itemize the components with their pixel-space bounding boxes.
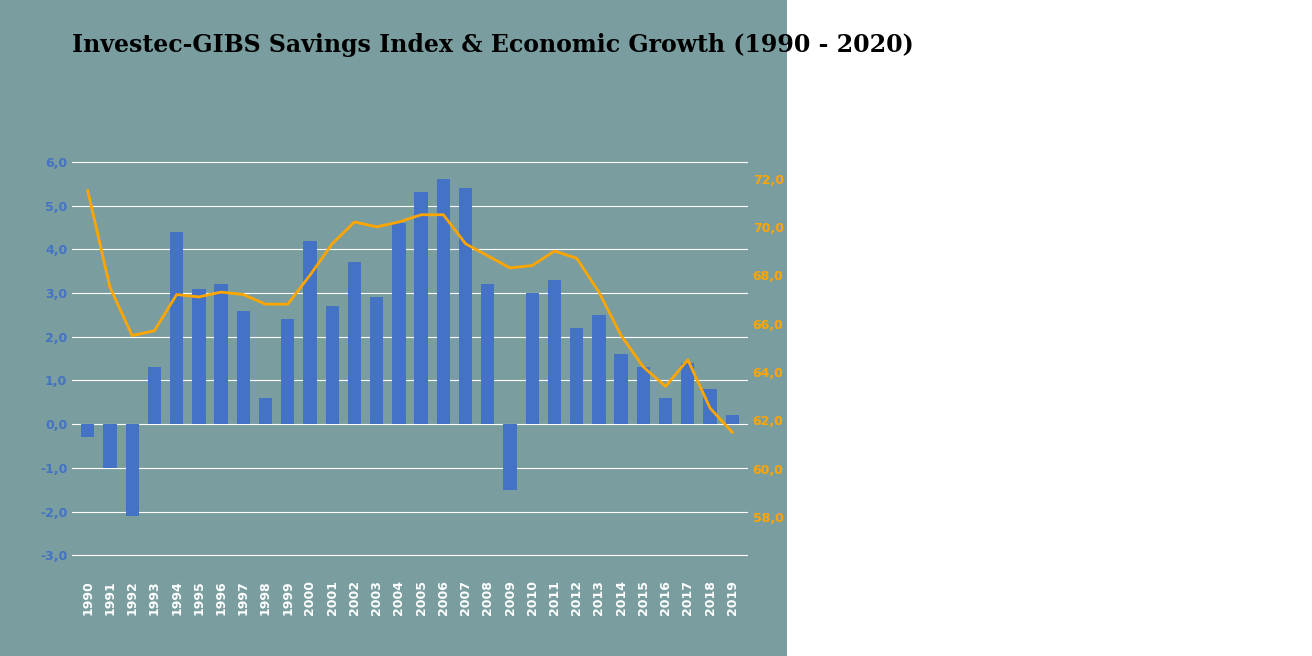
Bar	[81, 424, 94, 438]
Bar	[569, 328, 584, 424]
Bar	[171, 232, 184, 424]
Bar	[370, 297, 383, 424]
Bar	[504, 424, 517, 490]
Bar	[681, 363, 694, 424]
Bar	[192, 289, 206, 424]
Bar	[348, 262, 361, 424]
Text: Investec-GIBS Savings Index & Economic Growth (1990 - 2020): Investec-GIBS Savings Index & Economic G…	[72, 33, 914, 57]
Bar	[526, 293, 539, 424]
Bar	[636, 367, 649, 424]
Bar	[303, 241, 316, 424]
Bar	[614, 354, 628, 424]
Bar	[148, 367, 161, 424]
Bar	[126, 424, 139, 516]
Bar	[548, 280, 562, 424]
Bar	[592, 315, 606, 424]
Bar	[214, 284, 228, 424]
Bar	[659, 398, 672, 424]
Bar	[703, 389, 716, 424]
Bar	[281, 319, 294, 424]
Bar	[236, 310, 251, 424]
Bar	[437, 179, 450, 424]
Bar	[459, 188, 472, 424]
Bar	[392, 223, 405, 424]
Bar	[325, 306, 338, 424]
Bar	[482, 284, 495, 424]
Bar	[104, 424, 117, 468]
Bar	[726, 415, 739, 424]
Bar	[415, 192, 428, 424]
Bar	[258, 398, 272, 424]
